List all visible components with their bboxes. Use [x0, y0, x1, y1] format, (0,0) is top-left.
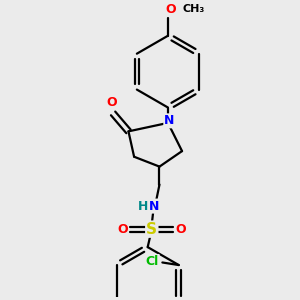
Text: S: S: [146, 222, 157, 237]
Text: O: O: [165, 3, 176, 16]
Text: O: O: [117, 223, 128, 236]
Text: O: O: [176, 223, 186, 236]
Text: O: O: [107, 96, 117, 109]
Text: N: N: [149, 200, 159, 213]
Text: N: N: [164, 114, 175, 127]
Text: Cl: Cl: [146, 255, 159, 268]
Text: H: H: [137, 200, 148, 213]
Text: CH₃: CH₃: [182, 4, 205, 14]
